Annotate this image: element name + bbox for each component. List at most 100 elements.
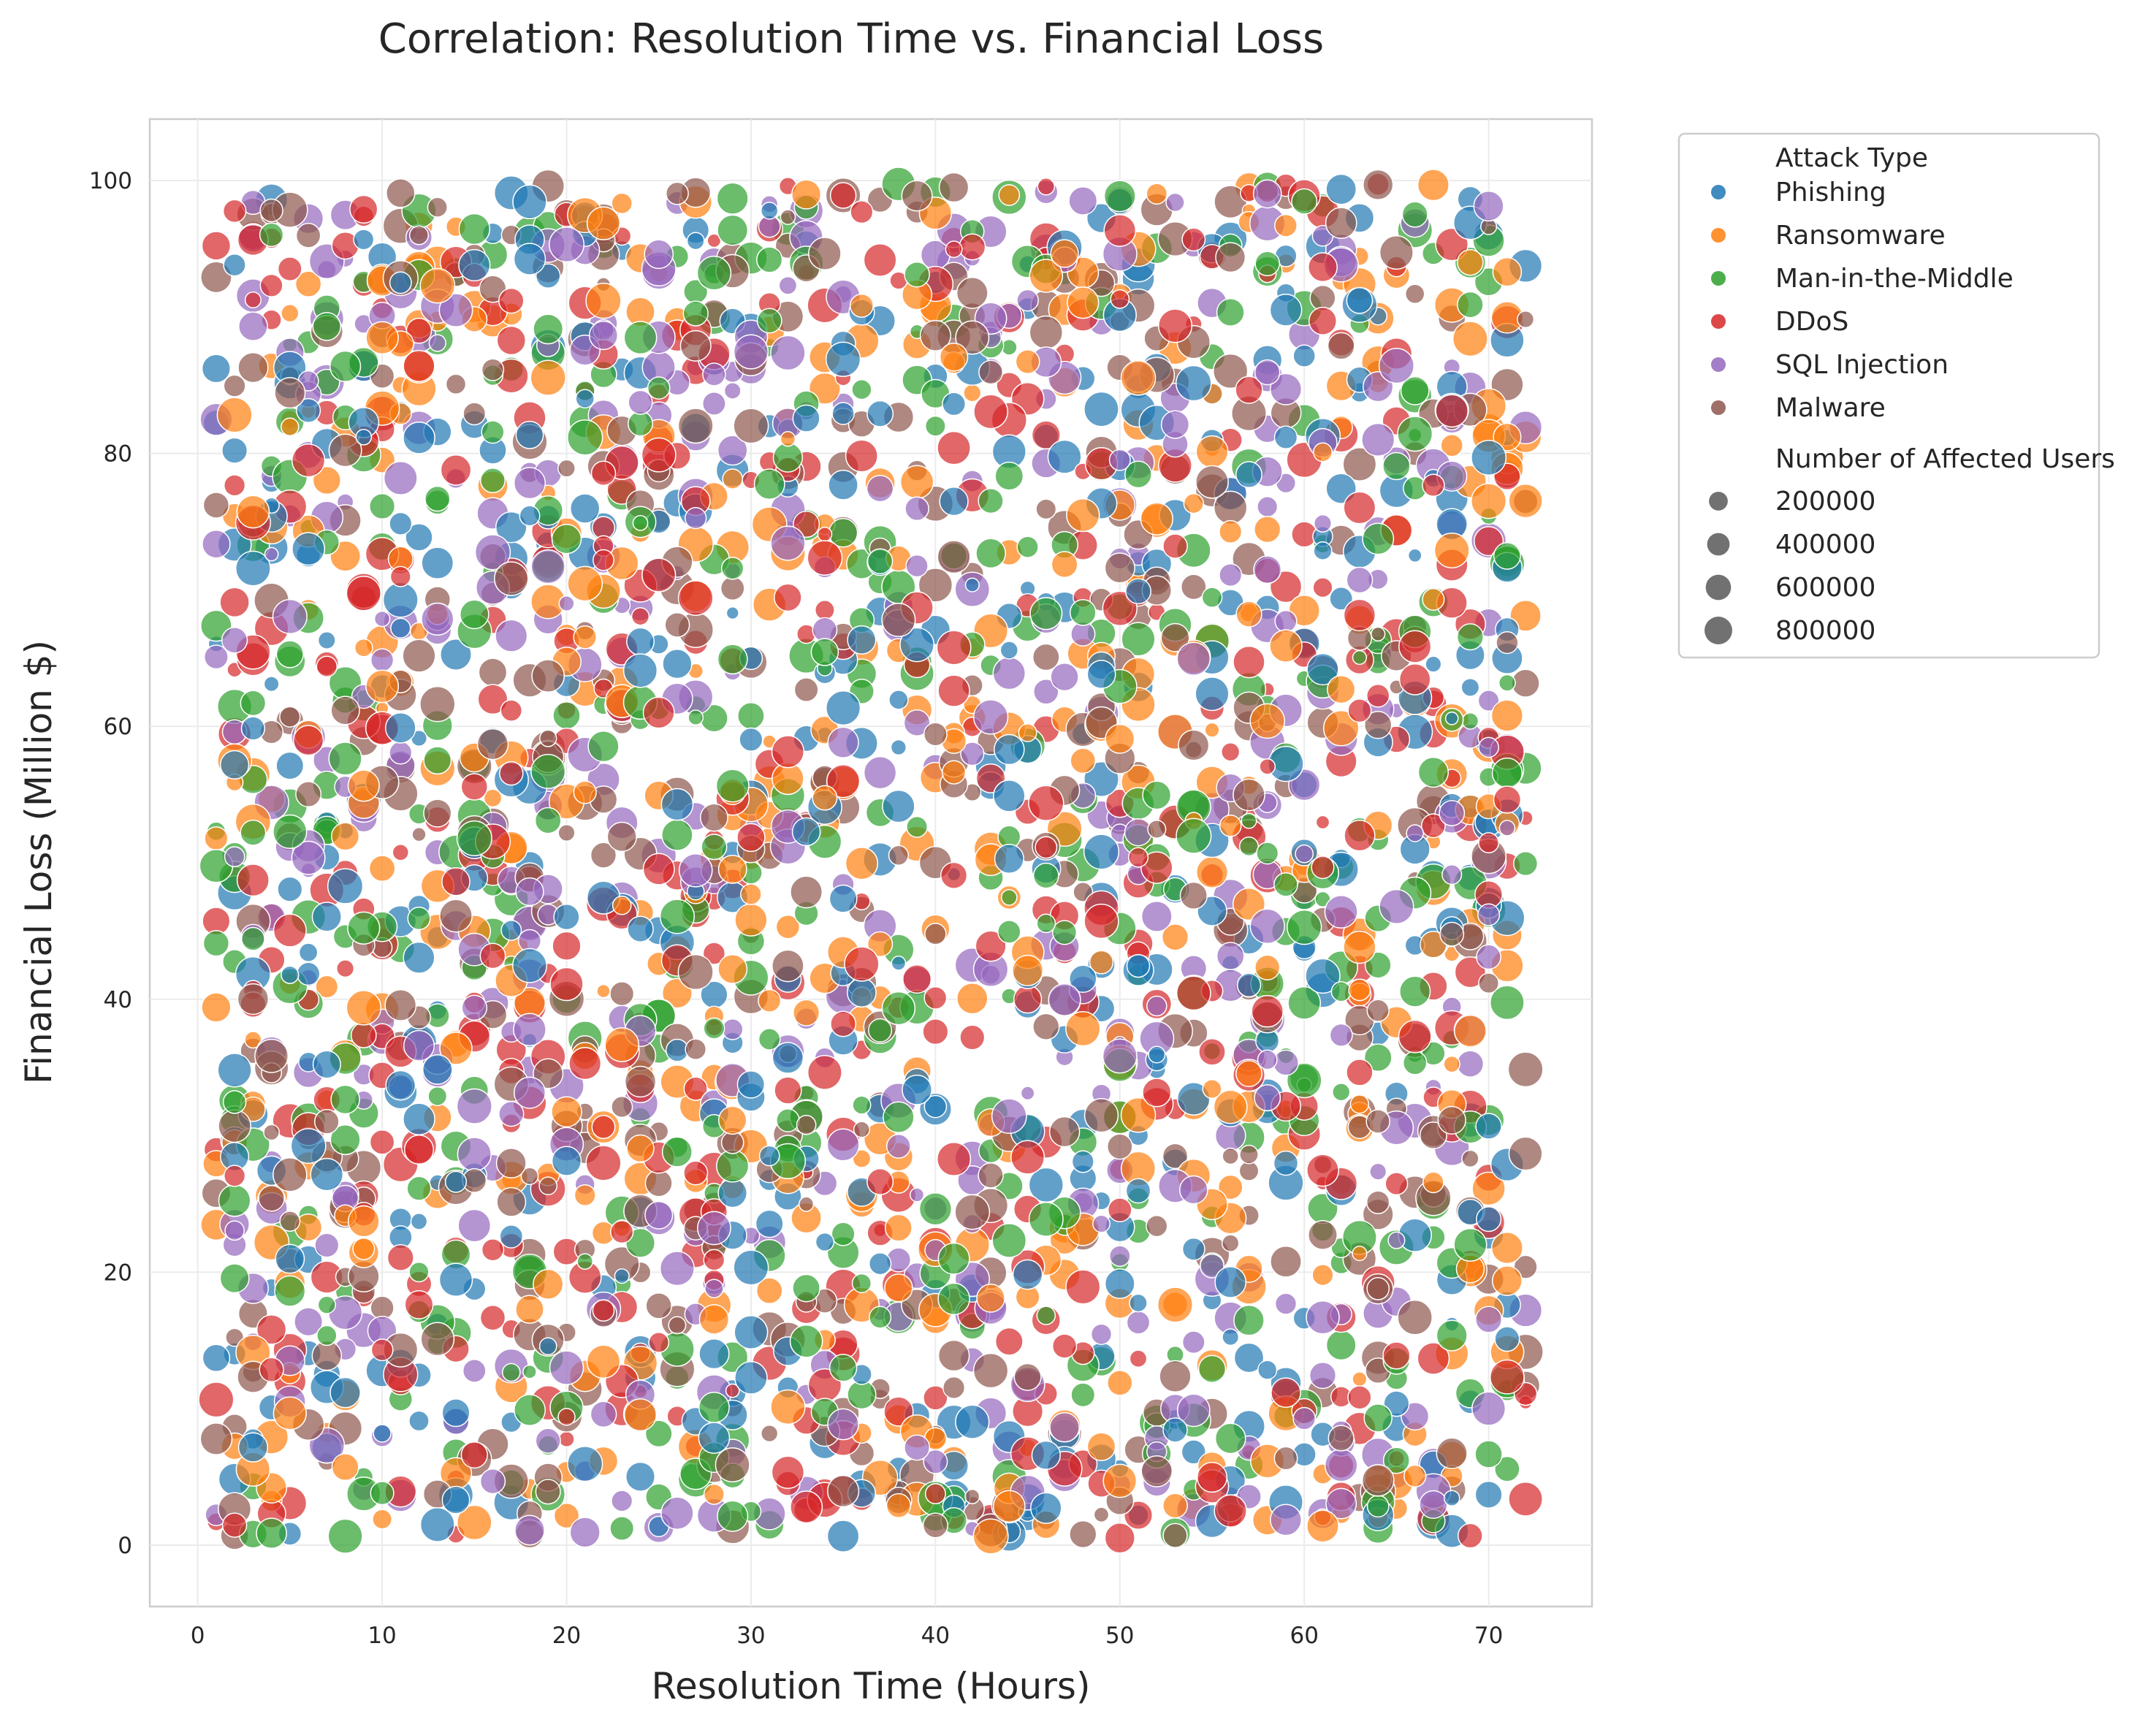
scatter-point <box>642 853 675 885</box>
scatter-point <box>1257 496 1279 518</box>
scatter-point <box>1363 169 1394 201</box>
scatter-point <box>1103 214 1137 247</box>
scatter-point <box>389 565 411 587</box>
scatter-point <box>439 899 473 933</box>
scatter-point <box>963 384 982 403</box>
scatter-point <box>999 641 1019 660</box>
scatter-point <box>1478 736 1499 758</box>
scatter-point <box>1269 373 1303 405</box>
scatter-point <box>829 182 857 209</box>
scatter-point <box>1195 435 1229 468</box>
scatter-point <box>1183 493 1204 514</box>
scatter-point <box>827 726 859 758</box>
scatter-point <box>1366 1495 1390 1518</box>
scatter-point <box>498 1101 525 1127</box>
scatter-point <box>1457 1523 1483 1549</box>
scatter-point <box>903 709 931 736</box>
scatter-point <box>1366 999 1390 1022</box>
scatter-point <box>662 649 693 679</box>
scatter-point <box>331 822 360 851</box>
scatter-point <box>1361 422 1395 457</box>
scatter-point <box>1165 192 1185 213</box>
scatter-point <box>1093 1506 1110 1523</box>
scatter-point <box>609 1516 635 1542</box>
scatter-point <box>753 468 785 500</box>
scatter-point <box>365 321 399 355</box>
scatter-point <box>852 1095 872 1115</box>
scatter-point <box>479 1468 506 1495</box>
scatter-point <box>1508 1136 1543 1171</box>
scatter-point <box>1214 1422 1246 1455</box>
scatter-point <box>1387 1231 1406 1249</box>
scatter-point <box>355 428 373 446</box>
scatter-point <box>201 992 232 1023</box>
scatter-point <box>1471 440 1507 476</box>
scatter-point <box>460 1441 488 1469</box>
scatter-point <box>1273 425 1298 449</box>
scatter-point <box>1126 1310 1151 1335</box>
scatter-point <box>316 1325 338 1346</box>
scatter-point <box>1106 1133 1133 1160</box>
scatter-point <box>551 1096 582 1128</box>
scatter-point <box>1176 1393 1211 1428</box>
scatter-point <box>411 827 427 842</box>
scatter-point <box>846 978 877 1008</box>
scatter-point <box>259 273 283 297</box>
scatter-point <box>424 485 451 512</box>
scatter-point <box>514 1394 546 1427</box>
scatter-point <box>810 638 839 666</box>
scatter-point <box>645 1292 672 1319</box>
scatter-point <box>852 1148 872 1168</box>
scatter-point <box>702 942 726 965</box>
scatter-point <box>1312 577 1333 598</box>
scatter-point <box>1417 169 1450 202</box>
scatter-point <box>1086 1432 1116 1462</box>
scatter-point <box>937 1141 972 1177</box>
scatter-point <box>1443 1055 1460 1073</box>
scatter-point <box>868 1018 893 1043</box>
scatter-point <box>551 523 582 555</box>
scatter-point <box>1104 552 1135 584</box>
scatter-point <box>457 1137 492 1172</box>
scatter-point <box>770 525 806 561</box>
scatter-point <box>1213 1089 1248 1124</box>
scatter-point <box>1437 1105 1466 1135</box>
scatter-point <box>737 702 765 730</box>
scatter-point <box>1129 1293 1148 1313</box>
scatter-point <box>1325 173 1357 205</box>
scatter-point <box>1270 1504 1302 1536</box>
scatter-point <box>586 206 621 240</box>
scatter-point <box>438 293 473 328</box>
scatter-point <box>1233 1304 1265 1336</box>
scatter-point <box>390 617 411 639</box>
scatter-point <box>682 300 709 327</box>
scatter-point <box>1029 259 1064 293</box>
scatter-point <box>1238 1160 1260 1181</box>
scatter-point <box>758 1145 780 1167</box>
scatter-point <box>1306 1154 1339 1187</box>
scatter-point <box>812 785 838 811</box>
scatter-point <box>495 1148 527 1179</box>
scatter-point <box>1439 800 1466 826</box>
scatter-point <box>240 690 267 717</box>
scatter-point <box>830 1010 857 1037</box>
scatter-point <box>328 433 362 468</box>
scatter-point <box>1308 252 1338 283</box>
scatter-point <box>1176 818 1212 854</box>
scatter-point <box>1092 1214 1111 1233</box>
scatter-point <box>641 557 677 592</box>
scatter-point <box>881 991 916 1026</box>
scatter-point <box>294 1307 324 1337</box>
scatter-point <box>1306 1509 1339 1543</box>
scatter-point <box>1452 321 1488 357</box>
scatter-point <box>538 1176 558 1196</box>
scatter-point <box>1069 599 1097 626</box>
scatter-point <box>1108 449 1131 471</box>
scatter-point <box>1476 944 1501 970</box>
scatter-point <box>625 1227 656 1258</box>
scatter-point <box>1204 722 1220 738</box>
scatter-point <box>817 526 833 542</box>
scatter-point <box>973 394 1008 430</box>
scatter-point <box>1140 851 1173 884</box>
scatter-point <box>736 823 766 853</box>
